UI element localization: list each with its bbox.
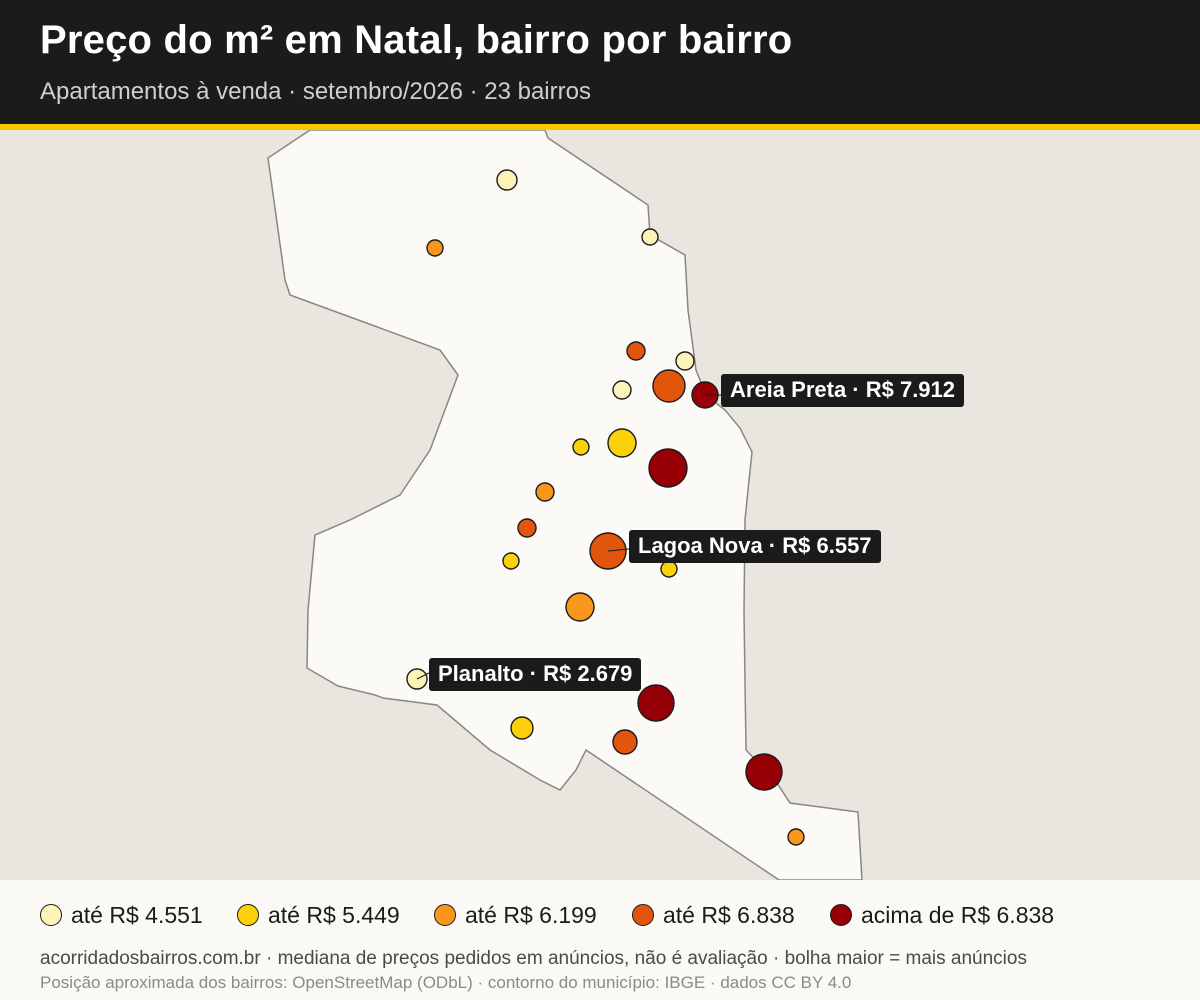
legend-swatch-tier-3 bbox=[434, 904, 456, 926]
page-title: Preço do m² em Natal, bairro por bairro bbox=[40, 18, 793, 62]
neighborhood-bubble-3[interactable] bbox=[641, 228, 659, 246]
municipality-outline bbox=[267, 130, 863, 880]
neighborhood-bubble-1[interactable] bbox=[496, 169, 518, 191]
neighborhood-bubble-7[interactable] bbox=[652, 369, 686, 403]
legend-label-tier-1: até R$ 4.551 bbox=[71, 901, 203, 928]
neighborhood-bubble-23[interactable] bbox=[787, 828, 805, 846]
legend-panel: até R$ 4.551 até R$ 5.449 até R$ 6.199 a… bbox=[0, 880, 1200, 1000]
callout-planalto: Planalto · R$ 2.679 bbox=[429, 658, 642, 691]
legend-label-tier-4: até R$ 6.838 bbox=[663, 901, 795, 928]
callout-leader-3 bbox=[416, 672, 430, 680]
credits-note: Posição aproximada dos bairros: OpenStre… bbox=[40, 973, 852, 992]
neighborhood-bubble-11[interactable] bbox=[648, 448, 688, 488]
legend-swatch-tier-2 bbox=[237, 904, 259, 926]
neighborhood-bubble-21[interactable] bbox=[612, 729, 638, 755]
legend-label-tier-5: acima de R$ 6.838 bbox=[861, 901, 1055, 928]
legend-label-tier-3: até R$ 6.199 bbox=[465, 901, 597, 928]
neighborhood-bubble-17[interactable] bbox=[565, 592, 595, 622]
callout-leader-2 bbox=[607, 548, 630, 552]
neighborhood-bubble-12[interactable] bbox=[535, 482, 555, 502]
source-note: acorridadosbairros.com.br · mediana de p… bbox=[40, 948, 1027, 969]
legend-item-tier-5: acima de R$ 6.838 bbox=[830, 898, 1054, 932]
neighborhood-bubble-5[interactable] bbox=[675, 351, 695, 371]
legend-item-tier-4: até R$ 6.838 bbox=[632, 898, 795, 932]
neighborhood-bubble-6[interactable] bbox=[612, 380, 632, 400]
neighborhood-bubble-19[interactable] bbox=[637, 684, 675, 722]
legend-label-tier-2: até R$ 5.449 bbox=[268, 901, 400, 928]
legend-item-tier-2: até R$ 5.449 bbox=[237, 898, 400, 932]
neighborhood-bubbles bbox=[406, 169, 805, 846]
callout-leader-lines bbox=[416, 394, 721, 680]
callout-lagoa-nova: Lagoa Nova · R$ 6.557 bbox=[629, 530, 881, 563]
neighborhood-bubble-16[interactable] bbox=[660, 560, 678, 578]
map-area[interactable]: Areia Preta · R$ 7.912 Lagoa Nova · R$ 6… bbox=[0, 130, 1200, 880]
header: Preço do m² em Natal, bairro por bairro … bbox=[0, 0, 1200, 124]
legend-item-tier-3: até R$ 6.199 bbox=[434, 898, 597, 932]
legend-swatch-tier-1 bbox=[40, 904, 62, 926]
legend-swatch-tier-4 bbox=[632, 904, 654, 926]
neighborhood-bubble-2[interactable] bbox=[426, 239, 444, 257]
neighborhood-bubble-4[interactable] bbox=[626, 341, 646, 361]
neighborhood-bubble-9[interactable] bbox=[607, 428, 637, 458]
neighborhood-bubble-13[interactable] bbox=[517, 518, 537, 538]
neighborhood-bubble-20[interactable] bbox=[510, 716, 534, 740]
accent-bar bbox=[0, 124, 1200, 130]
map-canvas bbox=[267, 130, 863, 880]
legend-item-tier-1: até R$ 4.551 bbox=[40, 898, 203, 932]
neighborhood-bubble-22[interactable] bbox=[745, 753, 783, 791]
callout-areia-preta: Areia Preta · R$ 7.912 bbox=[721, 374, 965, 407]
neighborhood-bubble-10[interactable] bbox=[572, 438, 590, 456]
legend-swatch-tier-5 bbox=[830, 904, 852, 926]
neighborhood-bubble-15[interactable] bbox=[502, 552, 520, 570]
page-subtitle: Apartamentos à venda · setembro/2026 · 2… bbox=[40, 78, 591, 105]
